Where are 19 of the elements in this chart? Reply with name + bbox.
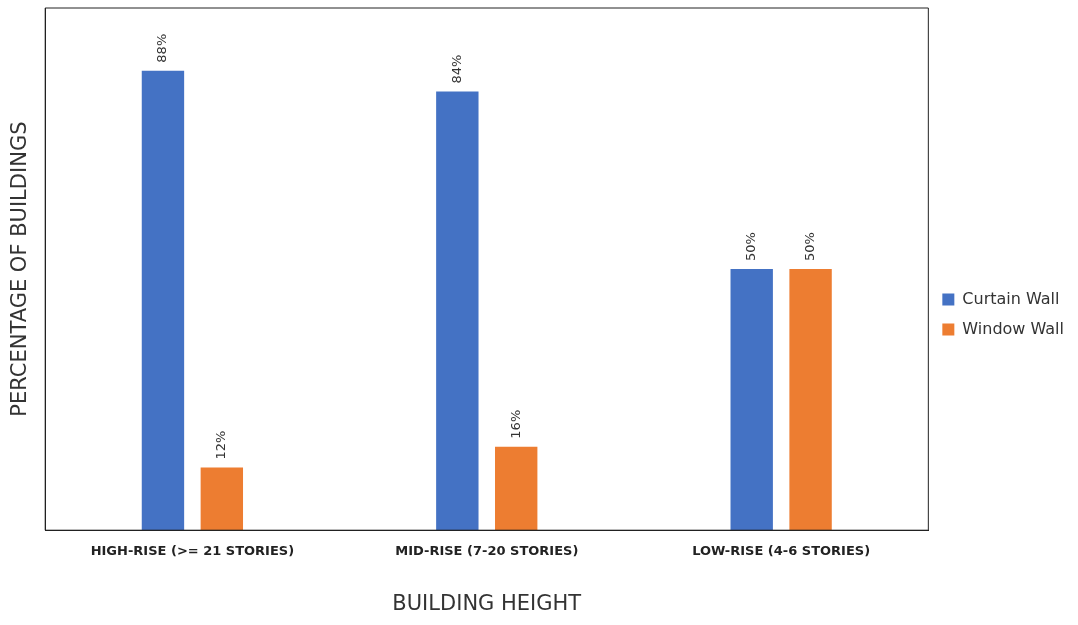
bar (141, 70, 185, 531)
data-label: 12% (213, 430, 229, 460)
x-tick-label: MID-RISE (7-20 STORIES) (395, 543, 579, 559)
x-axis-title: BUILDING HEIGHT (392, 590, 582, 615)
bar (436, 91, 479, 531)
data-label: 50% (743, 232, 759, 262)
data-label: 50% (801, 232, 817, 262)
x-tick-label: HIGH-RISE (>= 21 STORIES) (90, 543, 295, 559)
bar (200, 467, 244, 531)
data-label: 88% (154, 33, 170, 63)
data-label: 84% (448, 54, 464, 84)
y-axis-title: PERCENTAGE OF BUILDINGS (7, 121, 32, 417)
bar (789, 269, 832, 531)
bar (730, 269, 773, 531)
bar (495, 446, 538, 531)
x-tick-label: LOW-RISE (4-6 STORIES) (692, 543, 871, 559)
data-label: 16% (507, 409, 523, 439)
legend-label: Window Wall (962, 318, 1065, 338)
legend-label: Curtain Wall (962, 288, 1060, 308)
